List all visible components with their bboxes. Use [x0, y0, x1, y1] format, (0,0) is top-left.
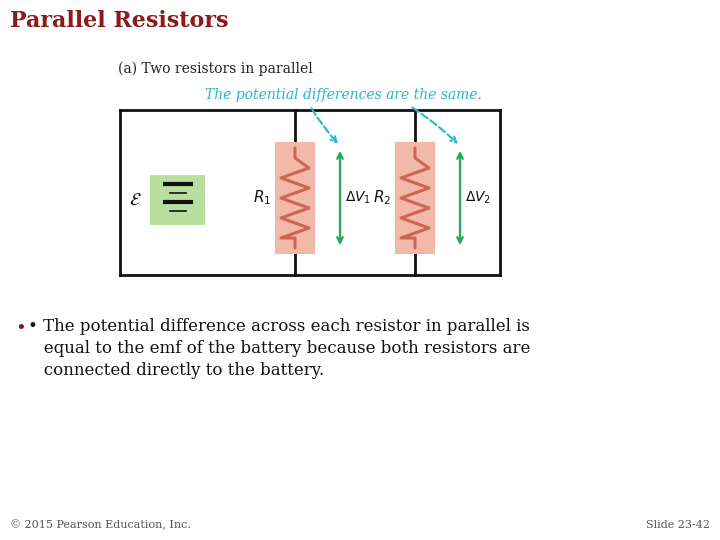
- Text: $\Delta V_1$: $\Delta V_1$: [345, 190, 372, 206]
- Text: equal to the emf of the battery because both resistors are: equal to the emf of the battery because …: [28, 340, 531, 357]
- Text: Parallel Resistors: Parallel Resistors: [10, 10, 228, 32]
- Bar: [395, 142, 435, 254]
- Text: © 2015 Pearson Education, Inc.: © 2015 Pearson Education, Inc.: [10, 519, 191, 530]
- Text: The potential differences are the same.: The potential differences are the same.: [205, 88, 482, 102]
- Text: Slide 23-42: Slide 23-42: [646, 520, 710, 530]
- Text: •: •: [15, 319, 26, 337]
- Text: $R_1$: $R_1$: [253, 188, 271, 207]
- Text: (a) Two resistors in parallel: (a) Two resistors in parallel: [118, 62, 312, 76]
- Text: $\Delta V_2$: $\Delta V_2$: [465, 190, 491, 206]
- Text: $\mathcal{E}$: $\mathcal{E}$: [129, 191, 141, 209]
- Text: connected directly to the battery.: connected directly to the battery.: [28, 362, 324, 379]
- Bar: [275, 142, 315, 254]
- Text: $R_2$: $R_2$: [373, 188, 391, 207]
- Bar: [150, 175, 205, 225]
- Text: • The potential difference across each resistor in parallel is: • The potential difference across each r…: [28, 318, 530, 335]
